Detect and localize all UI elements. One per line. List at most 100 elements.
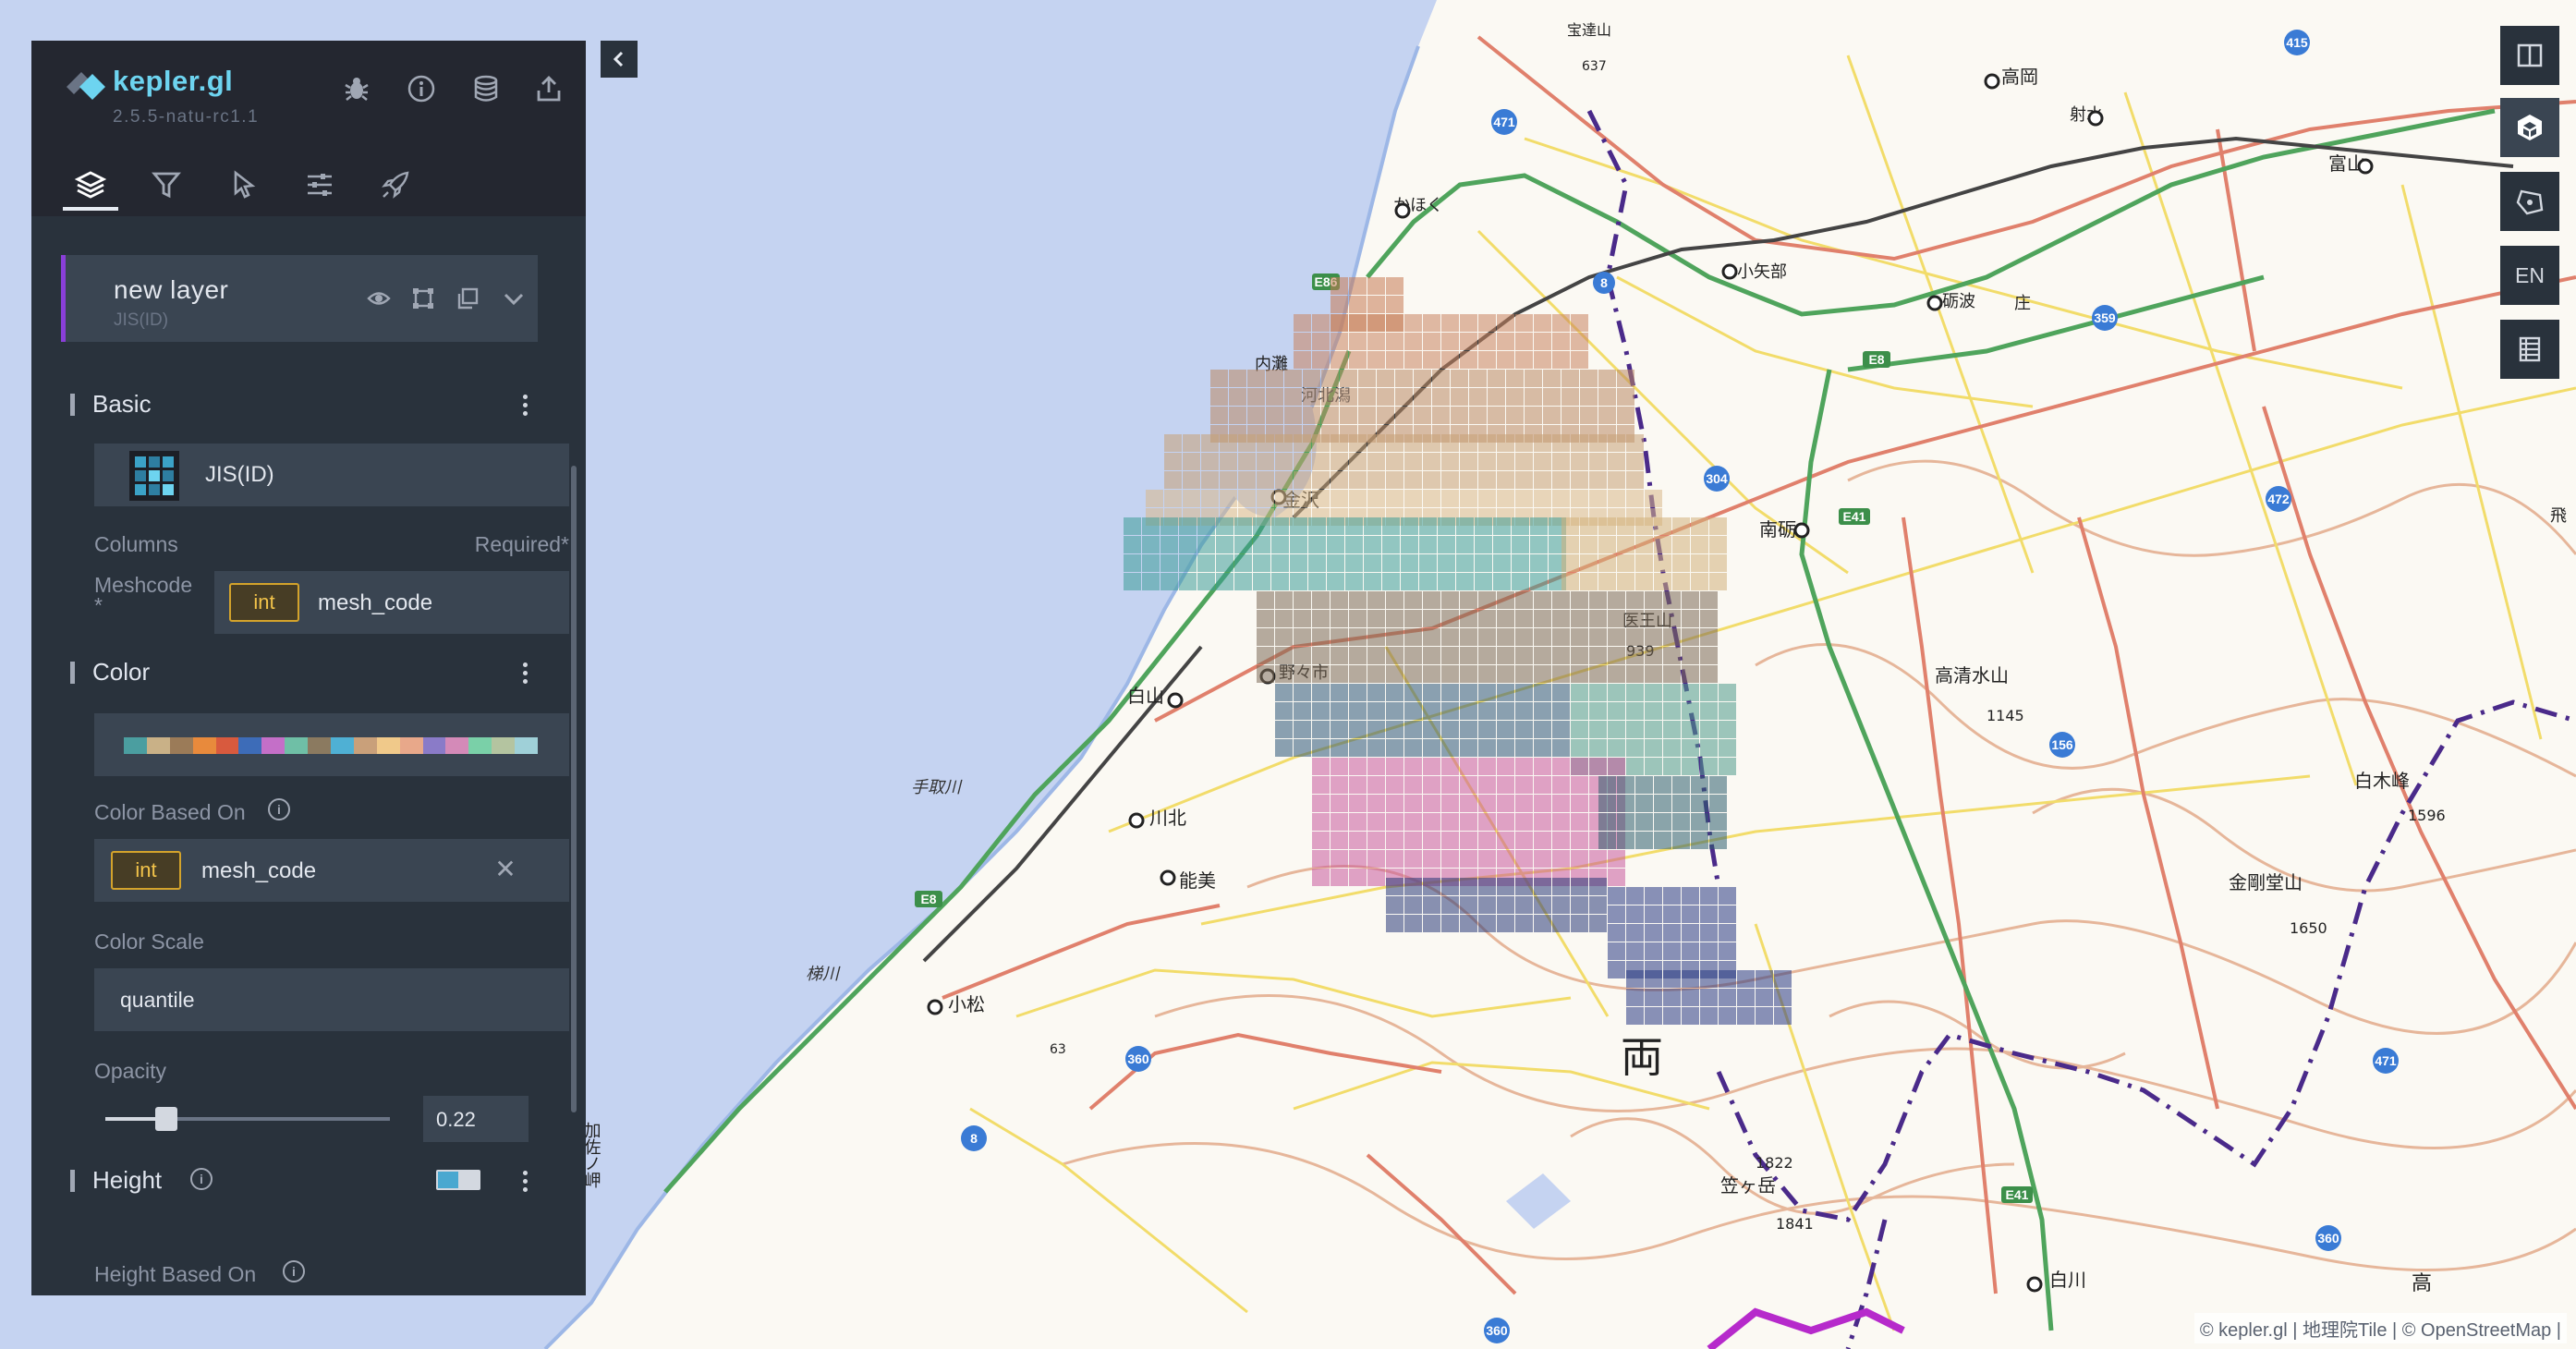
mesh-cell[interactable] — [1571, 832, 1588, 849]
mesh-cell[interactable] — [1414, 407, 1431, 424]
mesh-cell[interactable] — [1534, 850, 1551, 868]
mesh-cell[interactable] — [1682, 628, 1699, 646]
mesh-cell[interactable] — [1552, 453, 1570, 470]
mesh-cell[interactable] — [1478, 647, 1496, 664]
mesh-cell[interactable] — [1534, 490, 1551, 507]
mesh-cell[interactable] — [1386, 721, 1403, 738]
mesh-cell[interactable] — [1423, 591, 1440, 609]
mesh-cell[interactable] — [1257, 471, 1274, 489]
mesh-cell[interactable] — [1626, 887, 1644, 905]
mesh-cell[interactable] — [1589, 850, 1607, 868]
mesh-cell[interactable] — [1197, 536, 1215, 553]
mesh-cell[interactable] — [1534, 314, 1551, 332]
mesh-cell[interactable] — [1497, 351, 1514, 369]
mesh-cell[interactable] — [1367, 277, 1385, 295]
mesh-cell[interactable] — [1331, 296, 1348, 313]
mesh-cell[interactable] — [1349, 490, 1367, 507]
mesh-cell[interactable] — [1395, 407, 1413, 424]
mesh-cell[interactable] — [1608, 869, 1625, 886]
mesh-cell[interactable] — [1377, 370, 1394, 387]
mesh-cell[interactable] — [1608, 471, 1625, 489]
eye-icon[interactable] — [363, 283, 395, 314]
mesh-cell[interactable] — [1367, 591, 1385, 609]
mesh-cell[interactable] — [1395, 388, 1413, 406]
mesh-cell[interactable] — [1253, 517, 1270, 535]
mesh-cell[interactable] — [1552, 333, 1570, 350]
mesh-cell[interactable] — [1672, 536, 1690, 553]
mesh-cell[interactable] — [1460, 878, 1477, 895]
mesh-cell[interactable] — [1534, 665, 1551, 683]
mesh-cell[interactable] — [1367, 610, 1385, 627]
mesh-cell[interactable] — [1691, 573, 1708, 590]
mesh-cell[interactable] — [1367, 296, 1385, 313]
mesh-cell[interactable] — [1441, 813, 1459, 831]
mesh-cell[interactable] — [1682, 989, 1699, 1006]
mesh-cell[interactable] — [1382, 517, 1400, 535]
mesh-cell[interactable] — [1183, 490, 1200, 507]
mesh-cell[interactable] — [1626, 591, 1644, 609]
mesh-cell[interactable] — [1571, 915, 1588, 932]
mesh-cell[interactable] — [1345, 573, 1363, 590]
tab-layers[interactable] — [63, 159, 118, 211]
mesh-cell[interactable] — [1709, 813, 1727, 831]
mesh-cell[interactable] — [1589, 591, 1607, 609]
mesh-cell[interactable] — [1515, 721, 1533, 738]
mesh-cell[interactable] — [1478, 850, 1496, 868]
mesh-cell[interactable] — [1340, 388, 1357, 406]
mesh-cell[interactable] — [1663, 970, 1681, 988]
mesh-cell[interactable] — [1534, 610, 1551, 627]
mesh-cell[interactable] — [1552, 351, 1570, 369]
mesh-cell[interactable] — [1598, 370, 1616, 387]
mesh-cell[interactable] — [1645, 905, 1662, 923]
mesh-cell[interactable] — [1404, 351, 1422, 369]
mesh-cell[interactable] — [1608, 721, 1625, 738]
mesh-cell[interactable] — [1386, 610, 1403, 627]
collapse-panel-button[interactable] — [601, 41, 638, 78]
mesh-cell[interactable] — [1179, 573, 1197, 590]
mesh-cell[interactable] — [1571, 850, 1588, 868]
mesh-cell[interactable] — [1349, 776, 1367, 794]
mesh-cell[interactable] — [1358, 388, 1376, 406]
mesh-cell[interactable] — [1626, 942, 1644, 960]
mesh-cell[interactable] — [1377, 407, 1394, 424]
mesh-cell[interactable] — [1635, 776, 1653, 794]
mesh-cell[interactable] — [1456, 554, 1474, 572]
mesh-cell[interactable] — [1349, 471, 1367, 489]
mesh-cell[interactable] — [1663, 758, 1681, 775]
mesh-cell[interactable] — [1598, 795, 1616, 812]
mesh-cell[interactable] — [1404, 776, 1422, 794]
mesh-cell[interactable] — [1460, 832, 1477, 849]
mesh-cell[interactable] — [1691, 554, 1708, 572]
mesh-cell[interactable] — [1432, 388, 1450, 406]
mesh-cell[interactable] — [1774, 989, 1792, 1006]
mesh-cell[interactable] — [1534, 878, 1551, 895]
mesh-cell[interactable] — [1441, 453, 1459, 470]
mesh-cell[interactable] — [1160, 573, 1178, 590]
mesh-cell[interactable] — [1331, 721, 1348, 738]
mesh-cell[interactable] — [1691, 776, 1708, 794]
mesh-cell[interactable] — [1386, 850, 1403, 868]
mesh-cell[interactable] — [1234, 554, 1252, 572]
mesh-cell[interactable] — [1423, 758, 1440, 775]
mesh-cell[interactable] — [1663, 905, 1681, 923]
mesh-cell[interactable] — [1312, 434, 1330, 452]
mesh-cell[interactable] — [1617, 795, 1634, 812]
mesh-cell[interactable] — [1571, 813, 1588, 831]
mesh-cell[interactable] — [1589, 758, 1607, 775]
mesh-cell[interactable] — [1275, 434, 1293, 452]
mesh-cell[interactable] — [1515, 896, 1533, 914]
mesh-cell[interactable] — [1580, 407, 1598, 424]
mesh-cell[interactable] — [1682, 1007, 1699, 1025]
mesh-cell[interactable] — [1663, 924, 1681, 942]
mesh-cell[interactable] — [1682, 942, 1699, 960]
mesh-cell[interactable] — [1146, 490, 1163, 507]
mesh-cell[interactable] — [1589, 739, 1607, 757]
mesh-cell[interactable] — [1386, 758, 1403, 775]
mesh-cell[interactable] — [1719, 989, 1736, 1006]
mesh-cell[interactable] — [1534, 628, 1551, 646]
mesh-cell[interactable] — [1589, 684, 1607, 701]
mesh-cell[interactable] — [1552, 758, 1570, 775]
mesh-cell[interactable] — [1349, 721, 1367, 738]
opacity-slider-track[interactable] — [105, 1117, 390, 1121]
mesh-cell[interactable] — [1331, 434, 1348, 452]
